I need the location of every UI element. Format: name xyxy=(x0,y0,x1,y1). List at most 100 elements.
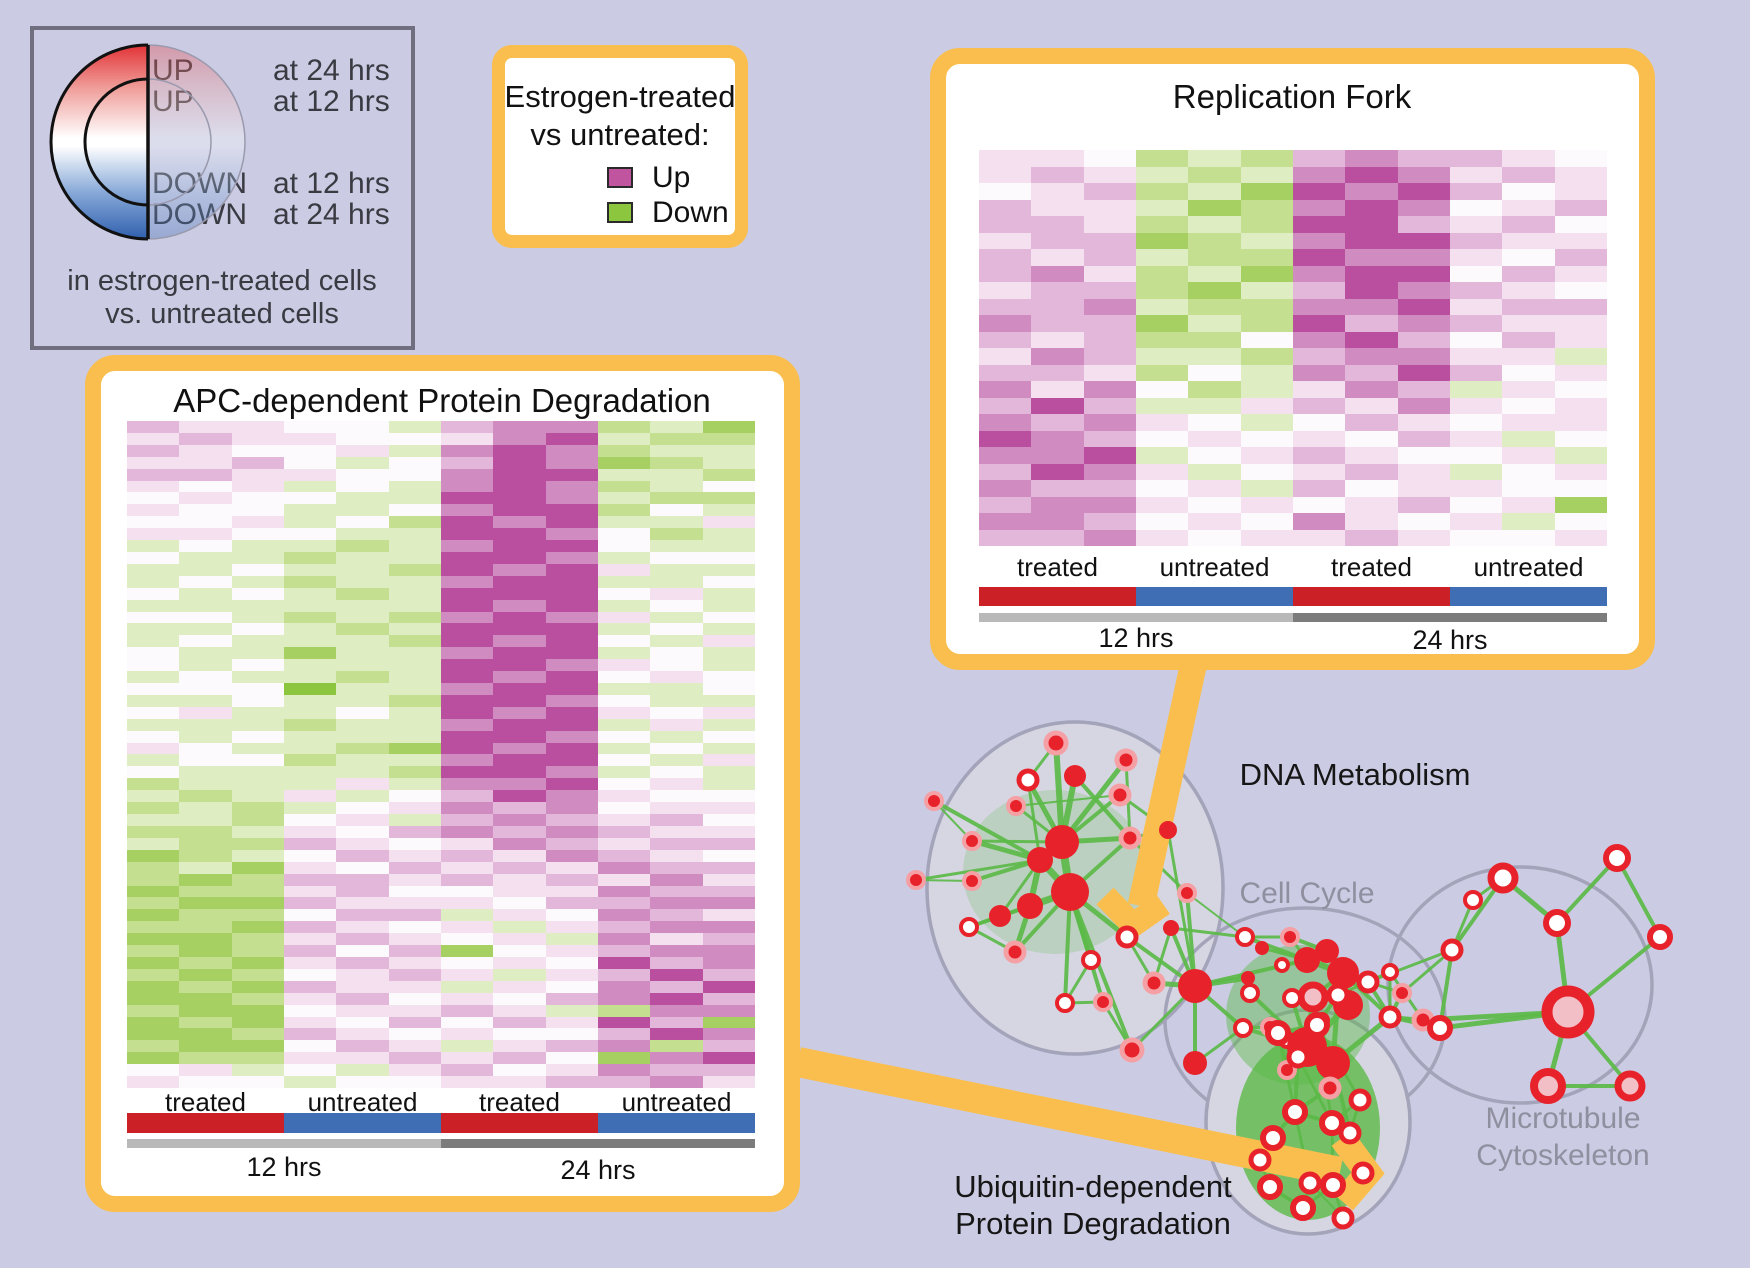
ring-legend-up12-time: at 12 hrs xyxy=(273,85,390,118)
apc-heatmap-cell xyxy=(336,587,389,600)
rf-heatmap-cell xyxy=(1188,265,1241,282)
rf-heatmap-cell xyxy=(1188,364,1241,381)
rf-heatmap-cell xyxy=(1240,216,1293,233)
rf-heatmap-cell xyxy=(1292,166,1346,183)
apc-heatmap-cell xyxy=(650,528,703,541)
apc-heatmap-cell xyxy=(336,909,389,922)
apc-heatmap-cell xyxy=(388,575,441,588)
apc-heatmap-cell xyxy=(127,742,180,755)
apc-heatmap-cell xyxy=(650,432,703,445)
rf-heatmap-cell xyxy=(1188,397,1241,414)
apc-heatmap-cell xyxy=(493,432,546,445)
apc-heatmap-cell xyxy=(597,849,651,862)
apc-heatmap-cell xyxy=(127,766,180,779)
apc-heatmap-cell xyxy=(650,694,703,707)
rf-heatmap-cell xyxy=(1292,430,1346,447)
apc-heatmap-cell xyxy=(650,897,703,910)
apc-heatmap-cell xyxy=(650,909,703,922)
apc-heatmap-cell xyxy=(650,706,703,719)
rf-heatmap-cell xyxy=(1240,348,1293,365)
rf-heatmap-cell xyxy=(1397,496,1450,513)
apc-heatmap-cell xyxy=(231,552,284,564)
apc-heatmap-cell xyxy=(336,825,389,838)
apc-heatmap-cell xyxy=(597,802,651,815)
rf-heatmap-cell xyxy=(1031,282,1084,299)
apc-heatmap-cell xyxy=(650,1016,703,1029)
apc-heatmap-cell xyxy=(388,421,441,433)
apc-heatmap-cell xyxy=(283,575,337,588)
apc-heatmap-cell xyxy=(650,1064,703,1077)
apc-heatmap-cell xyxy=(179,456,232,469)
apc-heatmap-cell xyxy=(283,492,337,505)
rf-heatmap-cell xyxy=(979,447,1032,464)
apc-heatmap-cell xyxy=(179,599,232,612)
apc-heatmap-cell xyxy=(283,837,337,850)
apc-heatmap-cell xyxy=(231,945,284,957)
apc-heatmap-cell xyxy=(493,563,546,576)
apc-heatmap-cell xyxy=(388,921,441,934)
apc-heatmap-cell xyxy=(336,956,389,969)
rf-heatmap-cell xyxy=(1135,183,1189,200)
rf-heatmap-cell xyxy=(1031,430,1084,447)
apc-heatmap-cell xyxy=(388,933,441,946)
apc-heatmap-cell xyxy=(650,647,703,660)
rf-heatmap-cell xyxy=(1397,364,1450,381)
rf-heatmap-cell xyxy=(1292,183,1346,200)
apc-heatmap-cell xyxy=(336,516,389,529)
apc-heatmap-cell xyxy=(179,492,232,505)
apc-heatmap-cell xyxy=(127,825,180,838)
apc-heatmap-cell xyxy=(388,563,441,576)
rf-heatmap-cell xyxy=(1240,414,1293,431)
apc-heatmap-cell xyxy=(493,718,546,731)
apc-heatmap-cell xyxy=(283,480,337,493)
apc-heatmap-cell xyxy=(545,849,598,862)
apc-heatmap-cell xyxy=(336,694,389,707)
apc-heatmap-cell xyxy=(493,611,546,624)
rf-heatmap-cell xyxy=(1397,232,1450,249)
apc-heatmap-cell xyxy=(127,1028,180,1041)
apc-heatmap-cell xyxy=(545,980,598,993)
apc-heatmap-cell xyxy=(650,552,703,564)
apc-heatmap-cell xyxy=(440,683,494,695)
ring-legend-down24-time: at 24 hrs xyxy=(273,198,390,231)
apc-heatmap-cell xyxy=(231,825,284,838)
apc-heatmap-cell xyxy=(702,742,755,755)
rf-heatmap-cell xyxy=(1083,282,1136,299)
rf-heatmap-cell xyxy=(1031,381,1084,398)
rf-heatmap-cell xyxy=(1240,331,1293,348)
rf-heatmap-cell xyxy=(1554,529,1607,546)
rf-heatmap-cell xyxy=(1031,348,1084,365)
apc-heatmap-cell xyxy=(650,611,703,624)
apc-heatmap-cell xyxy=(388,1040,441,1053)
apc-heatmap-cell xyxy=(650,575,703,588)
apc-heatmap-cell xyxy=(545,706,598,719)
apc-heatmap-cell xyxy=(493,671,546,684)
apc-heatmap-cell xyxy=(388,837,441,850)
rf-heatmap-cell xyxy=(1449,447,1503,464)
apc-heatmap-cell xyxy=(493,921,546,934)
rf-heatmap-cell xyxy=(1188,414,1241,431)
rf-heatmap-cell xyxy=(1345,331,1398,348)
apc-heatmap-cell xyxy=(597,516,651,529)
apc-heatmap-cell xyxy=(545,659,598,672)
rf-heatmap-cell xyxy=(1135,348,1189,365)
apc-heatmap-cell xyxy=(388,909,441,922)
rf-heatmap-cell xyxy=(1345,480,1398,497)
apc-heatmap-cell xyxy=(650,444,703,457)
apc-heatmap-cell xyxy=(493,504,546,517)
rf-heatmap-cell xyxy=(1292,232,1346,249)
apc-heatmap-cell xyxy=(650,968,703,981)
rf-heatmap-cell xyxy=(1345,183,1398,200)
apc-heatmap-cell xyxy=(597,432,651,445)
apc-heatmap-cell xyxy=(650,492,703,505)
rf-heatmap-cell xyxy=(979,414,1032,431)
rf-heatmap-cell xyxy=(1397,315,1450,332)
apc-heatmap-cell xyxy=(127,659,180,672)
apc-heatmap-cell xyxy=(650,825,703,838)
rf-heatmap-cell xyxy=(1502,298,1555,315)
apc-heatmap-cell xyxy=(231,647,284,660)
rf-heatmap-cell xyxy=(1135,265,1189,282)
apc-heatmap-cell xyxy=(127,635,180,648)
apc-heatmap-cell xyxy=(493,742,546,755)
apc-heatmap-cell xyxy=(597,766,651,779)
